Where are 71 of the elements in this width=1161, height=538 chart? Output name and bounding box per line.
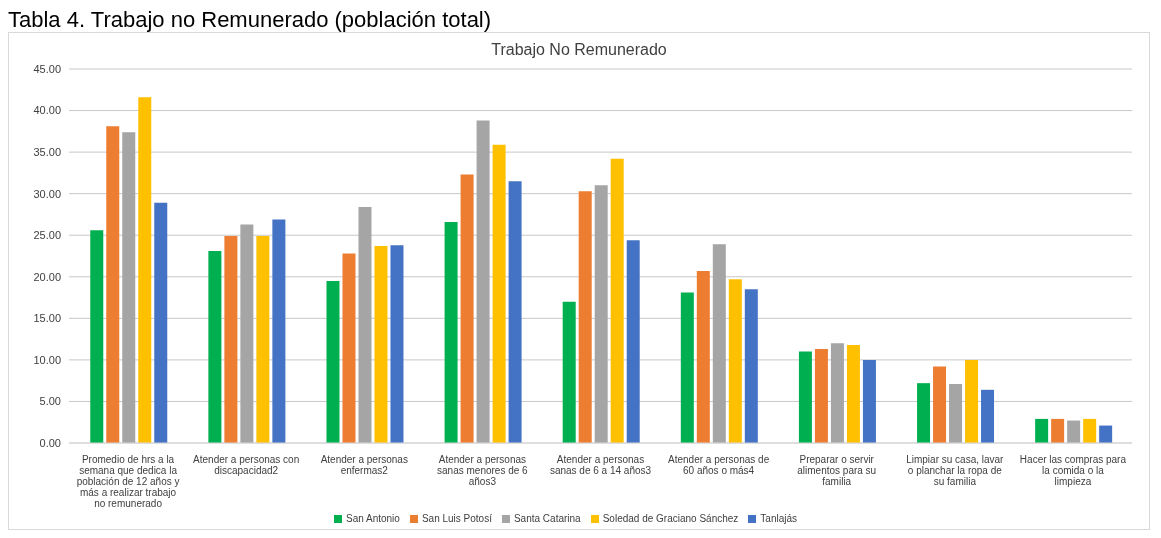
- bar: [272, 219, 286, 443]
- x-tick-label: Atender a personas de 60 años o más4: [668, 454, 770, 476]
- bar: [830, 343, 844, 443]
- bar: [1051, 418, 1065, 443]
- x-tick-label: Limpiar su casa, lavar o planchar la ropa de su familia: [906, 454, 1005, 487]
- bar: [138, 97, 152, 443]
- bar: [1083, 418, 1097, 443]
- bar: [798, 351, 812, 443]
- x-tick-label: Preparar o servir alimentos para su familia: [797, 454, 877, 487]
- bar: [594, 185, 608, 443]
- bar: [224, 236, 238, 443]
- legend-label: San Antonio: [345, 513, 400, 524]
- bar: [492, 144, 506, 443]
- bar: [106, 126, 120, 443]
- bar: [476, 120, 490, 443]
- bar: [846, 344, 860, 443]
- bar: [1067, 420, 1081, 443]
- x-tick-label: Promedio de hrs a la semana que dedica la población de 12 años y más a realizar trabajo no remunerado: [76, 454, 180, 509]
- bar: [460, 174, 474, 443]
- bar: [981, 389, 995, 443]
- bar: [578, 191, 592, 443]
- bar: [122, 132, 136, 443]
- bar: [374, 246, 388, 443]
- bar: [154, 202, 168, 443]
- bar: [949, 383, 963, 443]
- bar: [358, 206, 372, 443]
- legend-label: San Luis Potosí: [421, 513, 492, 524]
- bar: [508, 181, 522, 443]
- legend-label: Santa Catarina: [513, 513, 581, 524]
- x-tick-label: Atender a personas sanas de 6 a 14 años3: [549, 454, 652, 476]
- y-tick-label: 35.00: [33, 146, 61, 159]
- bar: [744, 289, 758, 443]
- bar: [680, 292, 694, 443]
- bar: [814, 349, 828, 443]
- bar: [728, 279, 742, 443]
- bar: [712, 244, 726, 443]
- bar: [696, 270, 710, 443]
- chart-title: Trabajo No Remunerado: [490, 41, 668, 59]
- bar: [444, 221, 458, 443]
- bar: [256, 236, 270, 443]
- text: Tabla 4. Trabajo no Remunerado (población total): [8, 7, 493, 32]
- y-tick-label: 20.00: [33, 270, 61, 283]
- x-tick-label: Hacer las compras para la comida o la limpieza: [1019, 454, 1127, 487]
- y-tick-label: 25.00: [33, 229, 61, 242]
- bar: [90, 230, 104, 443]
- bar: [342, 253, 356, 443]
- bar: [1099, 425, 1113, 443]
- x-tick-label: Atender a personas sanas menores de 6 años3: [437, 454, 529, 487]
- bar: [562, 301, 576, 443]
- y-tick-label: 45.00: [33, 62, 61, 75]
- bar: [208, 251, 222, 443]
- legend-label: Tanlajás: [760, 513, 798, 524]
- bar: [862, 359, 876, 443]
- bar: [933, 366, 947, 443]
- x-tick-label: Atender a personas enfermas2: [320, 454, 408, 476]
- bar: [626, 240, 640, 443]
- y-tick-label: 5.00: [39, 395, 61, 408]
- y-tick-label: 30.00: [33, 187, 61, 200]
- y-tick-label: 15.00: [33, 312, 61, 325]
- bar: [1035, 418, 1049, 443]
- y-tick-label: 40.00: [33, 104, 61, 117]
- bar: [610, 158, 624, 443]
- bar: [390, 245, 404, 443]
- bar: [917, 383, 931, 443]
- y-tick-label: 0.00: [39, 436, 61, 449]
- bar: [240, 224, 254, 443]
- bar: [965, 359, 979, 443]
- legend-label: Soledad de Graciano Sánchez: [602, 513, 739, 524]
- y-tick-label: 10.00: [33, 353, 61, 366]
- bar: [326, 280, 340, 443]
- x-tick-label: Atender a personas con discapacidad2: [193, 454, 300, 476]
